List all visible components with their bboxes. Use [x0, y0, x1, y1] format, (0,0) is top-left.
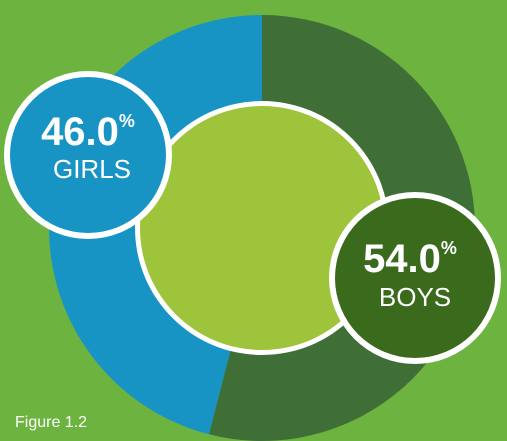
boys-category-label: BOYS: [379, 282, 451, 312]
boys-badge: 54.0% BOYS: [329, 192, 501, 364]
boys-badge-circle: [335, 198, 495, 358]
figure-caption: Figure 1.2: [15, 414, 87, 431]
center-disc: [140, 106, 384, 350]
girls-badge-circle: [10, 77, 166, 233]
girls-category-label: GIRLS: [53, 154, 131, 184]
girls-badge: 46.0% GIRLS: [4, 71, 172, 239]
girls-percent-label: 46.0%: [41, 110, 135, 154]
boys-percent-label: 54.0%: [363, 237, 457, 281]
